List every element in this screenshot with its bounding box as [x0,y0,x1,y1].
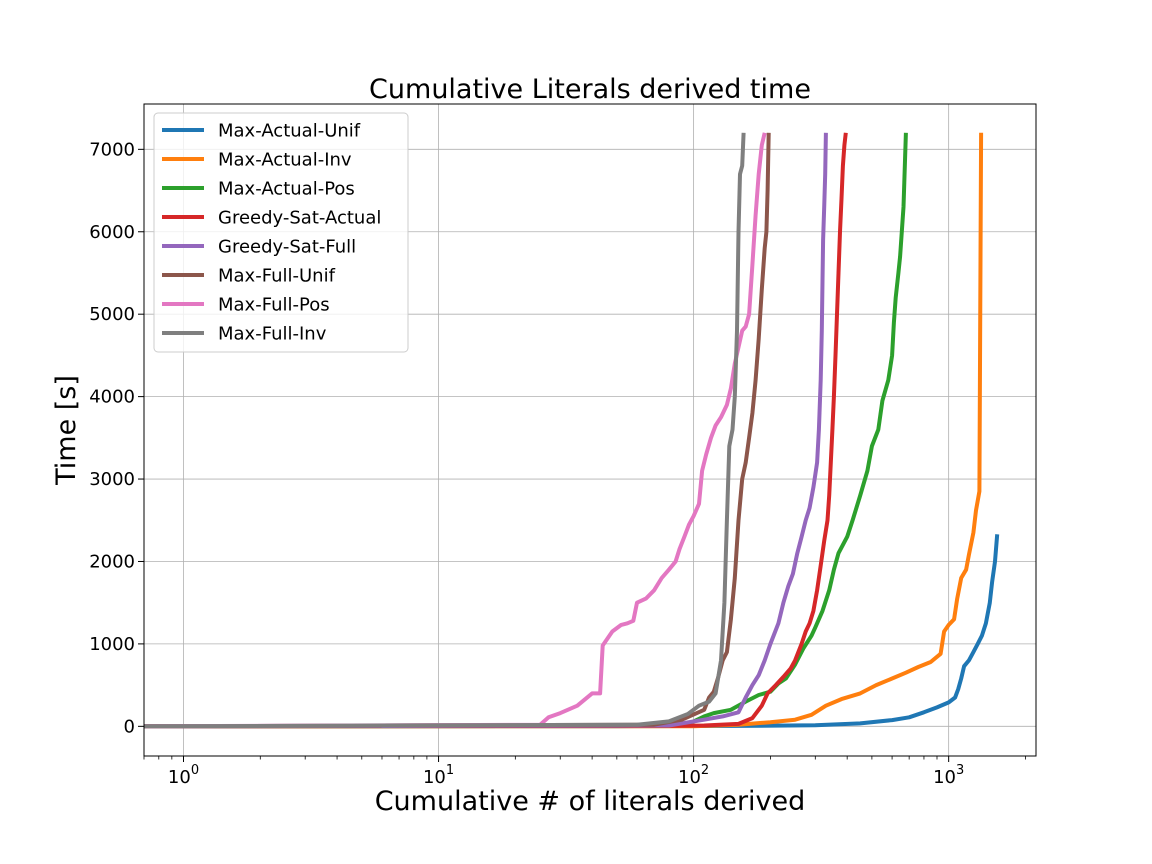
series-line-max-actual-pos [143,132,908,729]
y-tick-label: 2000 [89,551,135,572]
legend-label: Max-Actual-Unif [218,121,361,142]
series-line-greedy-sat-full [143,132,828,729]
x-tick-exponent: 0 [191,763,199,778]
y-tick-label: 3000 [89,469,135,490]
legend: Max-Actual-Unif Max-Actual-Inv Max-Actual-… [153,112,409,353]
legend-label: Greedy-Sat-Full [218,237,356,258]
plot-frame [143,103,1037,757]
x-tick-exponent: 3 [956,763,964,778]
series-line-max-full-inv [143,132,746,729]
y-tick-label: 7000 [89,139,135,160]
y-axis-label: Time [s] [51,375,82,486]
x-tick-exponent: 2 [701,763,709,778]
x-tick-label: 101 [423,763,454,788]
x-tick-base: 10 [423,767,446,788]
y-tick-label: 5000 [89,304,135,325]
x-tick-base: 10 [168,767,191,788]
y-tick-label: 0 [124,716,135,737]
series-line-greedy-sat-actual [143,132,848,729]
legend-label: Max-Full-Pos [218,295,330,316]
y-tick-label: 6000 [89,222,135,243]
series-line-max-full-pos [143,132,767,729]
x-tick-label: 103 [933,763,964,788]
x-tick-exponent: 1 [446,763,454,778]
x-tick-base: 10 [933,767,956,788]
legend-label: Max-Full-Inv [218,324,327,345]
plot-lines [143,132,1000,729]
legend-label: Max-Full-Unif [218,266,336,287]
x-tick-base: 10 [678,767,701,788]
legend-box [153,112,409,353]
legend-label: Max-Actual-Pos [218,179,355,200]
x-axis-label: Cumulative # of literals derived [375,786,806,817]
chart-title: Cumulative Literals derived time [369,74,811,105]
y-axis: 0 1000 2000 3000 4000 5000 6000 7000 [89,139,144,737]
legend-label: Max-Actual-Inv [218,150,352,171]
series-line-max-actual-unif [143,534,1000,729]
x-tick-label: 102 [678,763,709,788]
series-line-max-actual-inv [143,132,984,729]
y-tick-label: 4000 [89,387,135,408]
x-axis: 100 101 102 103 [143,756,1026,788]
legend-label: Greedy-Sat-Actual [218,208,381,229]
y-tick-label: 1000 [89,634,135,655]
x-tick-label: 100 [168,763,199,788]
